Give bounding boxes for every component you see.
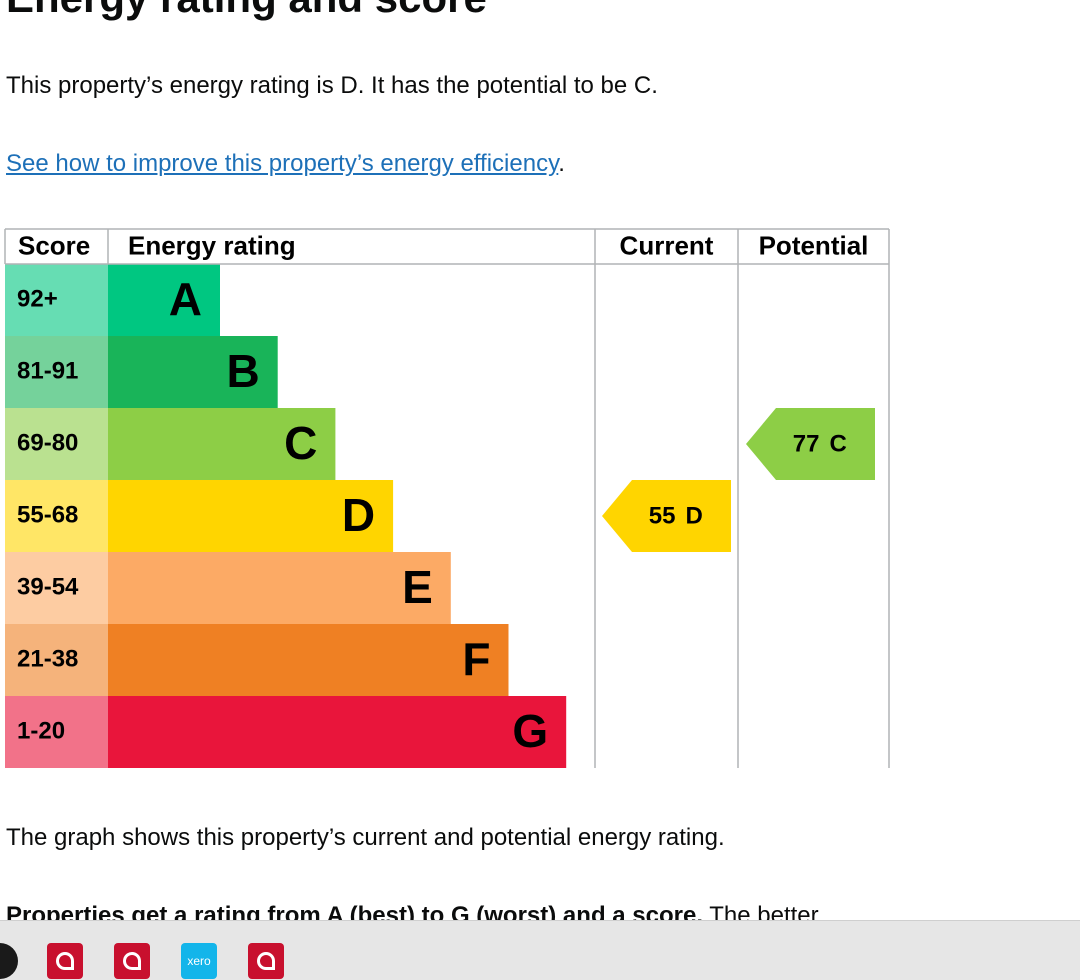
column-header: Current <box>620 230 714 260</box>
cut-text: Properties get a rating from A (best) to… <box>6 902 819 920</box>
rating-bar <box>108 552 451 624</box>
rating-bar <box>108 336 278 408</box>
current-score: 55 <box>649 502 676 529</box>
xero-icon[interactable]: xero <box>181 943 217 979</box>
cut-rest: The better <box>703 902 819 920</box>
pdf-icon[interactable] <box>248 943 284 979</box>
taskbar: xero <box>0 920 1080 980</box>
score-tint <box>5 264 108 336</box>
potential-score: 77 <box>793 430 820 457</box>
score-range: 21-38 <box>17 645 78 672</box>
score-tint <box>5 480 108 552</box>
rating-letter: F <box>462 633 490 685</box>
rating-bar <box>108 624 509 696</box>
potential-arrow <box>746 408 875 480</box>
rating-bar <box>108 696 567 768</box>
score-range: 69-80 <box>17 429 78 456</box>
score-range: 55-68 <box>17 501 78 528</box>
app-icon[interactable] <box>0 943 18 979</box>
score-cell <box>5 696 108 768</box>
score-cell <box>5 624 108 696</box>
score-tint <box>5 624 108 696</box>
score-range: 92+ <box>17 285 58 312</box>
intro: This property’s energy rating is D. It h… <box>6 72 658 99</box>
rating-letter: D <box>342 489 375 541</box>
rating-letter: G <box>512 705 548 757</box>
rating-letter: C <box>284 417 317 469</box>
column-header: Score <box>18 230 90 260</box>
graph-note: The graph shows this property’s current … <box>6 824 725 851</box>
improve-link[interactable]: See how to improve this property’s energ… <box>6 150 559 177</box>
score-tint <box>5 336 108 408</box>
score-cell <box>5 336 108 408</box>
link-line: See how to improve this property’s energ… <box>6 150 565 178</box>
rating-letter: E <box>402 561 433 613</box>
cut-bold: Properties get a rating from A (best) to… <box>6 902 703 920</box>
pdf-icon[interactable] <box>114 943 150 979</box>
rating-bar <box>108 408 336 480</box>
pdf-icon[interactable] <box>47 943 83 979</box>
score-tint <box>5 552 108 624</box>
current-letter: D <box>686 502 703 529</box>
score-cell <box>5 552 108 624</box>
current-arrow <box>602 480 731 552</box>
column-header: Potential <box>759 230 869 260</box>
epc-chart: Score Energy rating Current Potential 92+ A 81… <box>4 228 890 768</box>
rating-letter: B <box>226 345 259 397</box>
heading: Energy rating and score <box>6 0 487 22</box>
score-range: 81-91 <box>17 357 78 384</box>
potential-letter: C <box>830 430 847 457</box>
rating-letter: A <box>169 273 202 325</box>
column-header: Energy rating <box>128 230 296 260</box>
score-cell <box>5 264 108 336</box>
score-range: 39-54 <box>17 573 79 600</box>
rating-bar <box>108 264 220 336</box>
link-period: . <box>558 150 565 177</box>
score-range: 1-20 <box>17 717 65 744</box>
score-tint <box>5 696 108 768</box>
rating-bar <box>108 480 394 552</box>
score-cell <box>5 480 108 552</box>
score-tint <box>5 408 108 480</box>
score-cell <box>5 408 108 480</box>
